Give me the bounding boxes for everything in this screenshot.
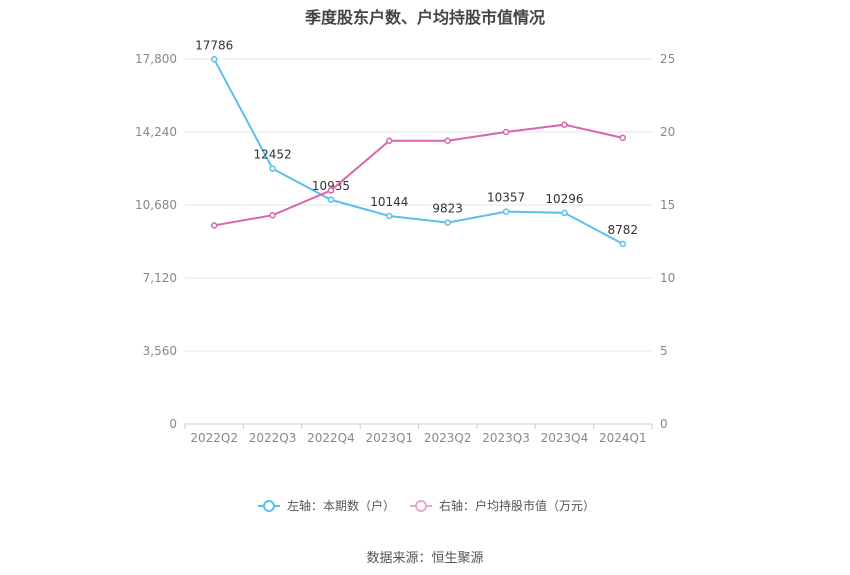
data-point <box>269 211 276 219</box>
legend-marker <box>263 500 275 512</box>
data-point <box>386 212 393 220</box>
data-point <box>619 134 627 142</box>
data-label: 10296 <box>545 192 583 206</box>
x-axis-tick-label: 2023Q2 <box>424 431 472 445</box>
x-axis-tick-label: 2022Q3 <box>249 431 297 445</box>
data-point <box>210 56 218 63</box>
left-axis-tick-label: 7,120 <box>143 271 177 285</box>
x-axis-tick-label: 2023Q4 <box>541 431 589 445</box>
data-point <box>561 209 568 217</box>
series-line-avg-market-value <box>214 123 624 227</box>
x-axis-tick-label: 2023Q3 <box>482 431 530 445</box>
left-axis-tick-label: 14,240 <box>135 125 177 139</box>
right-axis-tick-label: 10 <box>660 271 675 285</box>
left-axis-tick-label: 0 <box>169 417 177 431</box>
legend-label: 右轴：户均持股市值（万元） <box>439 498 595 513</box>
right-axis-tick-label: 5 <box>660 344 668 358</box>
right-axis-tick-label: 25 <box>660 52 675 66</box>
data-point <box>444 219 451 226</box>
right-axis-tick-label: 0 <box>660 417 668 431</box>
data-label: 9823 <box>432 202 463 216</box>
x-axis-tick-label: 2023Q1 <box>366 431 414 445</box>
data-point <box>386 137 393 145</box>
data-label: 8782 <box>608 223 639 237</box>
data-point <box>502 208 510 215</box>
left-axis-tick-label: 10,680 <box>135 198 177 212</box>
data-point <box>327 187 335 194</box>
data-label: 17786 <box>195 38 233 52</box>
x-axis-tick-label: 2024Q1 <box>599 431 647 445</box>
x-axis-tick-label: 2022Q4 <box>307 431 355 445</box>
data-point <box>210 222 218 229</box>
data-point <box>327 196 335 204</box>
data-point <box>502 128 510 136</box>
x-axis-tick-label: 2022Q2 <box>190 431 238 445</box>
right-axis-tick-label: 15 <box>660 198 675 212</box>
chart-title: 季度股东户数、户均持股市值情况 <box>304 8 545 27</box>
right-axis-tick-label: 20 <box>660 125 675 139</box>
data-source: 数据来源：恒生聚源 <box>366 551 484 566</box>
series-line-households <box>213 58 624 245</box>
left-axis-tick-label: 17,800 <box>135 52 177 66</box>
data-label: 12452 <box>253 148 291 162</box>
legend-marker <box>415 500 427 512</box>
data-point <box>444 137 451 145</box>
data-point <box>269 165 276 172</box>
data-point <box>619 240 627 248</box>
data-point <box>561 121 568 128</box>
legend-label: 左轴：本期数（户） <box>287 498 395 513</box>
left-axis-tick-label: 3,560 <box>143 344 177 358</box>
data-label: 10357 <box>487 191 525 205</box>
data-label: 10144 <box>370 195 408 209</box>
